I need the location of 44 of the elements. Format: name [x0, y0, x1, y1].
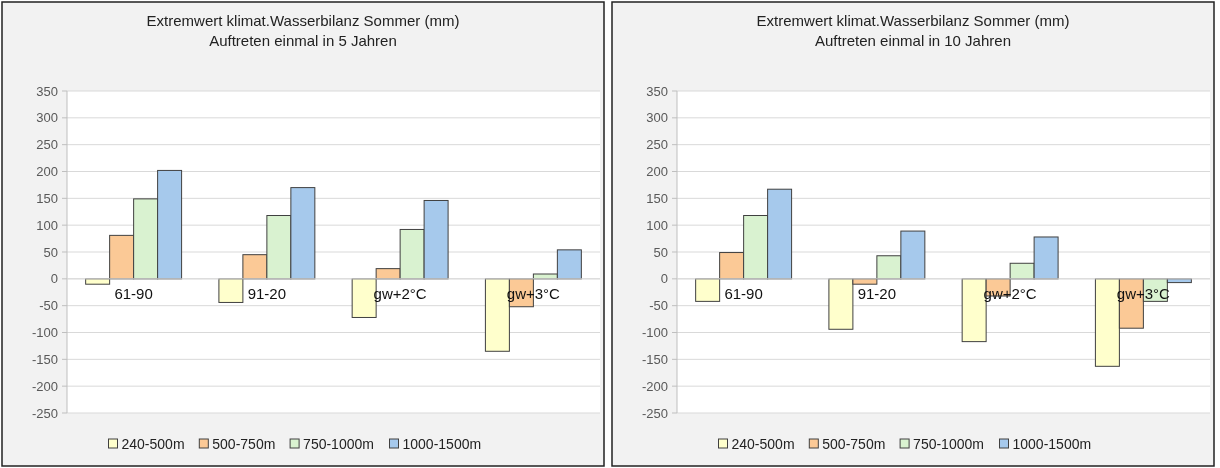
- chart-title: Extremwert klimat.Wasserbilanz Sommer (mm): [756, 12, 1070, 29]
- y-tick-label: 50: [43, 244, 58, 260]
- y-tick-label: -150: [641, 351, 668, 367]
- legend-label: 500-750m: [212, 435, 276, 452]
- y-tick-label: -250: [641, 405, 668, 421]
- y-tick-label: 350: [646, 83, 668, 99]
- chart-subtitle: Auftreten einmal in 5 Jahren: [209, 32, 397, 49]
- x-tick-label: 91-20: [247, 284, 287, 302]
- legend-label: 500-750m: [822, 435, 886, 452]
- chart-subtitle: Auftreten einmal in 10 Jahren: [815, 32, 1011, 49]
- y-tick-label: -200: [31, 378, 58, 394]
- y-tick-label: 150: [646, 190, 668, 206]
- y-tick-label: 250: [36, 137, 58, 153]
- chart-title: Extremwert klimat.Wasserbilanz Sommer (mm): [146, 12, 460, 29]
- y-tick-label: -50: [649, 298, 668, 314]
- legend-label: 240-500m: [731, 435, 795, 452]
- y-tick-label: 200: [646, 164, 668, 180]
- y-tick-label: 50: [653, 244, 668, 260]
- x-tick-label: gw+2°C: [373, 284, 427, 302]
- y-tick-label: 0: [660, 271, 668, 287]
- y-tick-label: -150: [31, 351, 58, 367]
- y-tick-label: -200: [641, 378, 668, 394]
- y-tick-label: 300: [646, 110, 668, 126]
- y-tick-label: 150: [36, 190, 58, 206]
- legend-label: 750-1000m: [913, 435, 984, 452]
- y-tick-label: 0: [50, 271, 58, 287]
- y-tick-label: 250: [646, 137, 668, 153]
- x-tick-label: gw+2°C: [983, 284, 1037, 302]
- y-tick-label: 100: [36, 217, 58, 233]
- legend-label: 1000-1500m: [402, 435, 482, 452]
- y-tick-label: 100: [646, 217, 668, 233]
- x-tick-label: 91-20: [857, 284, 897, 302]
- x-tick-label: 61-90: [114, 284, 153, 302]
- y-tick-label: -250: [31, 405, 58, 421]
- y-tick-label: 300: [36, 110, 58, 126]
- y-tick-label: -100: [31, 325, 58, 341]
- y-tick-label: -50: [39, 298, 58, 314]
- legend-label: 750-1000m: [303, 435, 374, 452]
- y-tick-label: 200: [36, 164, 58, 180]
- y-tick-label: -100: [641, 325, 668, 341]
- legend-label: 240-500m: [121, 435, 185, 452]
- legend-label: 1000-1500m: [1012, 435, 1092, 452]
- x-tick-label: 61-90: [724, 284, 763, 302]
- y-tick-label: 350: [36, 83, 58, 99]
